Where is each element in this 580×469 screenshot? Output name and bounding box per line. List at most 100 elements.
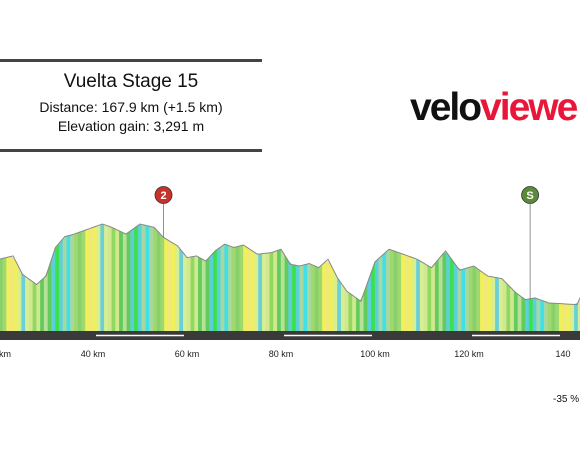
profile-segment: [220, 243, 225, 332]
profile-segment: [277, 248, 282, 332]
profile-segment: [480, 270, 485, 332]
profile-segment: [21, 272, 26, 332]
profile-segment: [130, 227, 135, 332]
logo-part-velo: velo: [410, 86, 482, 129]
x-tick-label: 100 km: [360, 349, 390, 359]
profile-segment: [126, 230, 131, 332]
x-tick-label: 80 km: [269, 349, 294, 359]
profile-segment: [119, 230, 124, 332]
profile-segment: [134, 224, 139, 332]
profile-segment: [6, 256, 11, 332]
profile-segment: [356, 297, 361, 332]
profile-segment: [107, 225, 113, 332]
profile-segment: [476, 267, 481, 332]
profile-segment: [194, 256, 199, 332]
x-tick-label: 120 km: [454, 349, 484, 359]
profile-segment: [265, 252, 270, 332]
profile-segment: [284, 254, 289, 332]
profile-segment: [333, 270, 338, 332]
profile-segment: [186, 256, 191, 332]
profile-segment: [566, 303, 571, 332]
profile-segment: [2, 257, 7, 332]
profile-segment: [427, 265, 432, 332]
profile-segment: [28, 278, 34, 332]
profile-segment: [201, 258, 207, 332]
profile-segment: [498, 277, 504, 332]
profile-segment: [209, 252, 214, 332]
profile-segment: [431, 262, 436, 332]
profile-segment: [137, 224, 143, 332]
profile-segment: [164, 237, 169, 332]
profile-segment: [288, 260, 293, 332]
profile-segment: [141, 224, 146, 332]
profile-segment: [235, 245, 240, 332]
profile-segment: [450, 256, 455, 332]
profile-segment: [547, 302, 552, 332]
profile-segment: [262, 253, 267, 332]
profile-segment: [528, 298, 534, 332]
profile-segment: [228, 245, 233, 332]
marker-badge: [154, 186, 173, 204]
profile-segment: [122, 232, 128, 332]
profile-segment: [453, 261, 458, 332]
profile-segment: [386, 249, 391, 332]
gradient-scale-label: -35 %: [553, 394, 580, 405]
profile-segment: [322, 260, 327, 332]
profile-segment: [273, 250, 278, 332]
profile-segment: [32, 281, 37, 332]
profile-segment: [510, 286, 515, 332]
profile-segment: [544, 300, 549, 332]
profile-segment: [115, 228, 120, 332]
profile-segment: [559, 303, 564, 332]
stage-title: Vuelta Stage 15: [63, 71, 199, 92]
profile-segment: [239, 244, 244, 332]
profile-segment: [363, 282, 368, 332]
profile-segment: [562, 303, 567, 332]
x-tick-label: 40 km: [81, 349, 106, 359]
profile-segment: [62, 235, 67, 332]
profile-segment: [104, 224, 109, 332]
profile-segment: [307, 263, 312, 332]
profile-outline: [0, 223, 580, 306]
profile-segment: [224, 243, 229, 332]
profile-segment: [216, 246, 222, 332]
profile-segment: [487, 275, 492, 332]
profile-segment: [325, 260, 331, 332]
profile-segment: [299, 264, 304, 332]
profile-segment: [167, 239, 173, 332]
profile-segment: [442, 251, 447, 332]
profile-segment: [171, 242, 176, 332]
profile-segment: [340, 282, 346, 332]
profile-segment: [51, 247, 56, 332]
profile-segment: [412, 257, 417, 332]
profile-segment: [303, 263, 308, 332]
profile-segment: [521, 296, 526, 332]
profile-segment: [457, 267, 462, 332]
profile-segment: [213, 249, 218, 332]
marker-label: S: [526, 190, 533, 202]
profile-segment: [314, 265, 319, 332]
profile-segment: [100, 224, 105, 332]
profile-segment: [389, 249, 394, 332]
profile-segment: [491, 276, 496, 332]
profile-segment: [13, 257, 18, 332]
profile-segment: [532, 298, 537, 332]
profile-segment: [205, 256, 210, 332]
profile-segment: [96, 224, 101, 332]
profile-segment: [10, 256, 15, 332]
profile-segment: [378, 254, 383, 332]
profile-segment: [92, 225, 97, 332]
profile-segment: [0, 258, 3, 332]
profile-segment: [40, 277, 45, 332]
profile-segment: [89, 227, 94, 332]
x-tick-label: 60 km: [175, 349, 200, 359]
profile-segment: [269, 251, 274, 332]
profile-segment: [77, 231, 82, 332]
profile-segment: [404, 254, 410, 332]
profile-segment: [145, 225, 150, 332]
profile-segment: [401, 253, 406, 332]
profile-segment: [393, 250, 398, 332]
profile-segment: [85, 228, 90, 332]
profile-segment: [70, 233, 75, 332]
